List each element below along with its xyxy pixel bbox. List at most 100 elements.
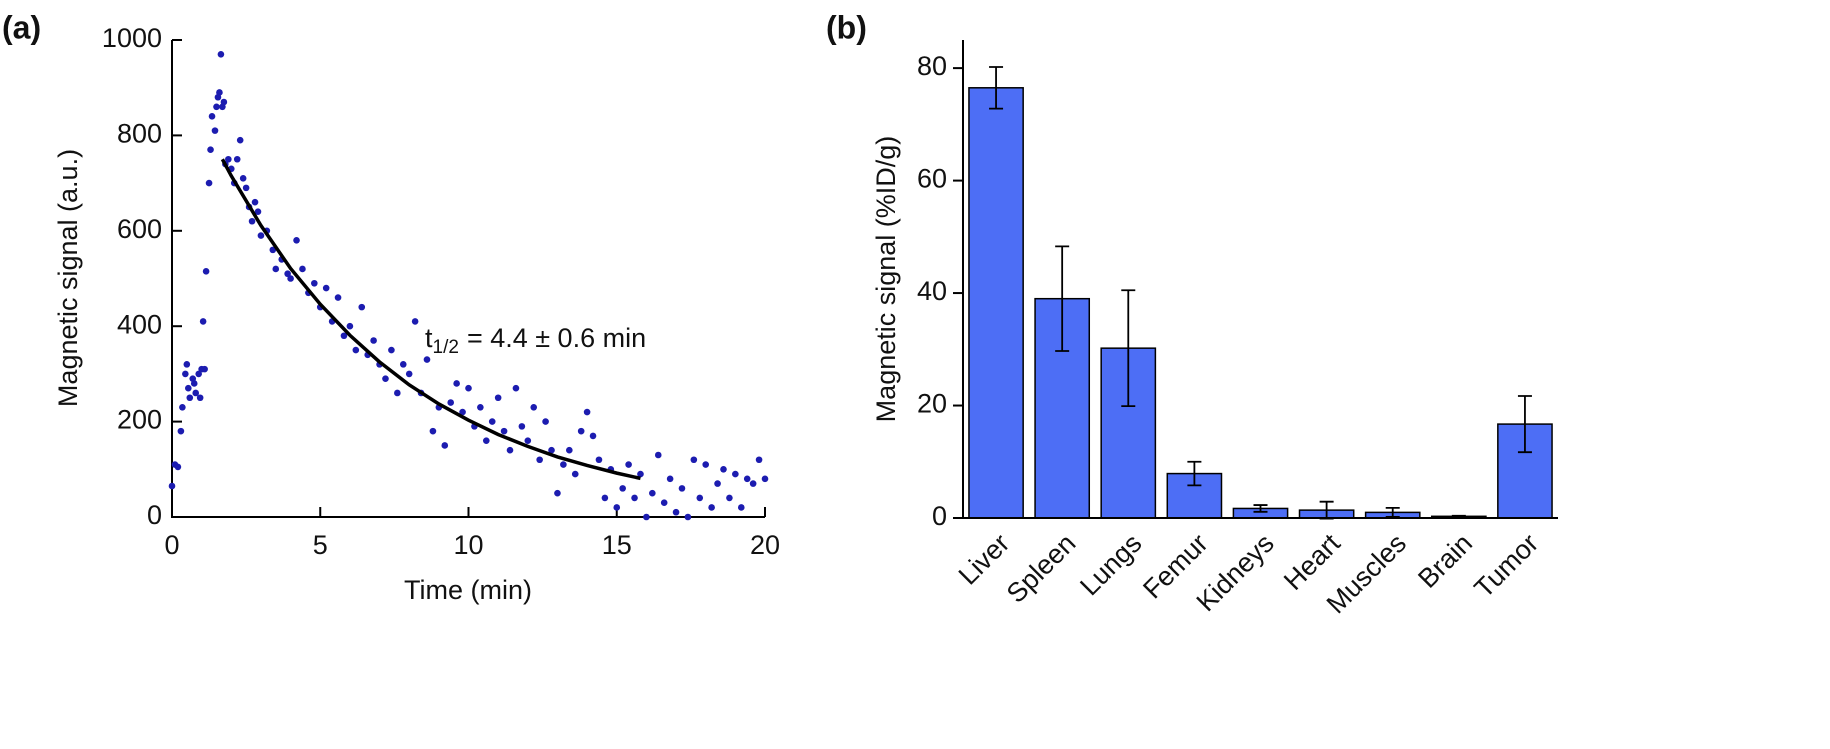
point [708, 504, 715, 511]
point [696, 494, 704, 502]
point [714, 480, 721, 487]
fit-line [220, 158, 641, 481]
point [242, 184, 250, 192]
x-axis-title: Time (min) [404, 575, 532, 605]
point [702, 461, 709, 468]
y-tick-label: 60 [917, 164, 947, 194]
y-axis-title: Magnetic signal (a.u.) [53, 149, 83, 407]
x-tick-label: Brain [1412, 528, 1478, 594]
point [601, 494, 609, 502]
point [388, 346, 395, 354]
point [720, 466, 727, 473]
point [743, 475, 751, 483]
point [530, 403, 538, 411]
point [284, 270, 291, 278]
point [429, 427, 437, 435]
point [583, 408, 591, 416]
point [536, 456, 543, 464]
annotation-text: = 4.4 ± 0.6 min [467, 323, 646, 353]
point [322, 284, 330, 292]
point [394, 389, 401, 397]
point [755, 456, 763, 464]
error-bar [1187, 460, 1202, 487]
point [177, 427, 185, 435]
point [220, 98, 228, 106]
y-tick-label: 0 [147, 500, 162, 530]
point [577, 427, 585, 435]
point [202, 268, 210, 275]
y-tick-label: 0 [932, 501, 947, 531]
point [254, 208, 262, 216]
point [749, 480, 757, 487]
point [334, 294, 342, 301]
point [524, 437, 532, 444]
x-tick-label: 10 [453, 530, 483, 560]
point [447, 399, 455, 406]
y-tick-label: 1000 [102, 23, 162, 53]
y-tick-label: 600 [117, 214, 162, 244]
point [548, 446, 555, 454]
point [554, 489, 561, 497]
point [726, 494, 733, 502]
point [477, 403, 484, 411]
error-bar [1253, 504, 1268, 513]
point [192, 389, 200, 397]
point [239, 175, 247, 182]
point [352, 346, 360, 354]
point [542, 418, 549, 425]
point [199, 318, 207, 325]
axes [171, 40, 765, 518]
annotation: t1/2 = 4.4 ± 0.6 min [425, 323, 646, 358]
point [649, 489, 656, 497]
point [625, 461, 632, 468]
point [494, 394, 502, 402]
error-bar [1451, 514, 1466, 518]
point [631, 494, 638, 502]
point [168, 482, 176, 490]
point [666, 475, 674, 483]
point [233, 155, 241, 163]
point [560, 461, 567, 468]
point [370, 337, 377, 344]
point [654, 451, 662, 459]
point [299, 265, 306, 273]
x-tick-label: 5 [313, 530, 328, 560]
point [179, 403, 186, 411]
point [399, 361, 407, 368]
point [411, 318, 419, 325]
point [208, 113, 216, 120]
point [637, 470, 644, 478]
point [251, 198, 259, 206]
point [183, 361, 191, 368]
point [287, 275, 294, 282]
y-tick-label: 20 [917, 389, 947, 419]
point [500, 427, 508, 435]
point [236, 136, 244, 144]
y-axis-title: Magnetic signal (%ID/g) [871, 136, 901, 423]
point [216, 89, 223, 96]
point [737, 504, 745, 511]
point [690, 456, 698, 464]
point [518, 423, 526, 430]
point [195, 370, 202, 378]
point [732, 470, 739, 478]
x-tick-label: Lungs [1074, 528, 1147, 601]
point [684, 513, 692, 521]
point [405, 370, 413, 378]
point [643, 513, 650, 521]
point [346, 322, 354, 330]
bar [968, 87, 1024, 519]
point [660, 499, 668, 506]
point [453, 380, 460, 387]
y-tick-label: 800 [117, 119, 162, 149]
point [293, 237, 300, 244]
point [269, 246, 277, 254]
point [761, 475, 769, 483]
point [678, 485, 686, 492]
point [459, 408, 466, 416]
y-tick-label: 40 [917, 276, 947, 306]
point [340, 332, 348, 340]
point [512, 384, 520, 392]
point [382, 375, 389, 382]
point [248, 217, 256, 225]
